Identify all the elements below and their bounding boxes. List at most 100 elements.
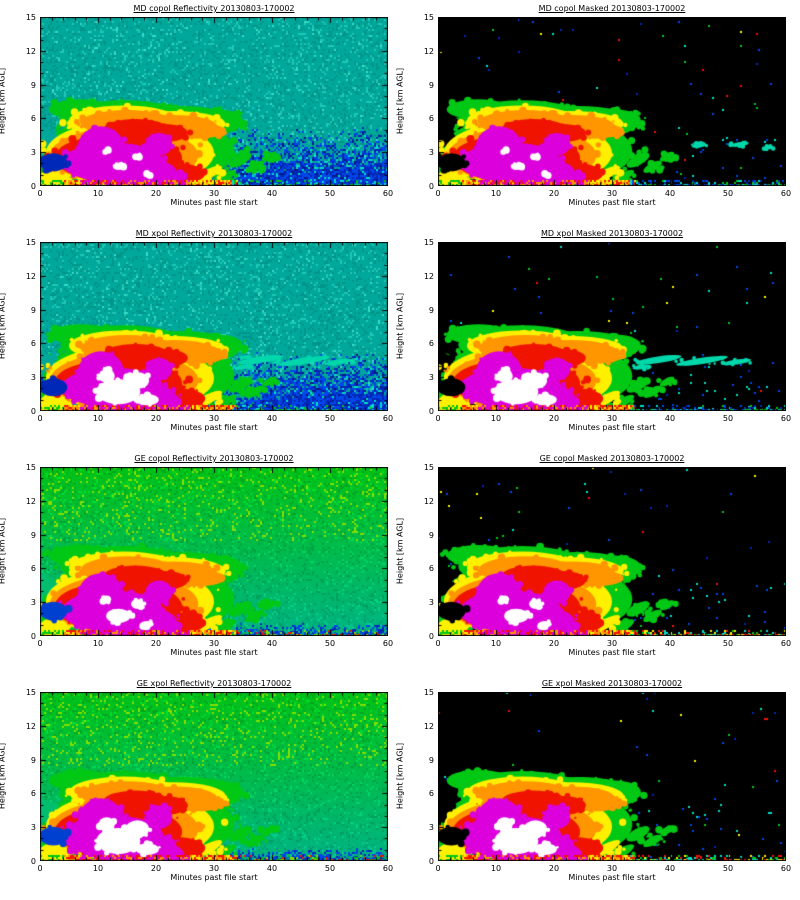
x-tick-label: 0 [37, 864, 43, 873]
x-axis-label: Minutes past file start [170, 198, 258, 207]
x-tick-label: 30 [208, 189, 220, 198]
y-tick-label: 15 [25, 688, 36, 697]
x-tick-label: 60 [382, 414, 394, 423]
y-tick-label: 6 [428, 789, 434, 799]
x-tick-label: 60 [780, 189, 792, 198]
y-axis-label: Height [km AGL] [0, 742, 7, 810]
y-tick-label: 15 [25, 463, 36, 472]
y-tick-label: 0 [30, 632, 36, 641]
x-tick-label: 40 [664, 414, 676, 423]
y-tick-label: 9 [30, 530, 36, 540]
x-tick-label: 0 [37, 639, 43, 648]
x-tick-label: 50 [324, 639, 336, 648]
y-tick-label: 0 [428, 857, 434, 866]
x-tick-label: 30 [606, 864, 618, 873]
y-tick-label: 9 [30, 305, 36, 315]
x-tick-label: 50 [324, 189, 336, 198]
y-tick-label: 0 [428, 632, 434, 641]
panel-title: GE xpol Masked 20130803-170002 [541, 679, 683, 688]
plot-canvas [438, 242, 786, 411]
x-tick-label: 0 [37, 189, 43, 198]
y-tick-label: 12 [423, 721, 434, 731]
panel-title: GE copol Reflectivity 20130803-170002 [134, 454, 294, 463]
panel-ge-copol-masked: GE copol Masked 20130803-170002 Height [… [396, 454, 792, 657]
x-tick-label: 50 [722, 414, 734, 423]
y-tick-label: 6 [428, 339, 434, 349]
y-axis-label: Height [km AGL] [395, 742, 405, 810]
panel-title: MD copol Masked 20130803-170002 [538, 4, 686, 13]
y-axis-label: Height [km AGL] [0, 67, 7, 135]
x-tick-label: 0 [37, 414, 43, 423]
y-tick-label: 3 [428, 148, 434, 158]
y-axis-label: Height [km AGL] [395, 292, 405, 360]
y-tick-label: 6 [428, 114, 434, 124]
x-tick-label: 50 [324, 414, 336, 423]
x-tick-label: 10 [490, 414, 502, 423]
y-axis-label: Height [km AGL] [395, 517, 405, 585]
y-tick-label: 6 [30, 114, 36, 124]
x-axis-label: Minutes past file start [170, 648, 258, 657]
x-tick-label: 40 [266, 864, 278, 873]
x-tick-label: 50 [722, 189, 734, 198]
x-tick-label: 0 [435, 189, 441, 198]
y-tick-label: 6 [428, 564, 434, 574]
x-tick-label: 30 [606, 414, 618, 423]
panel-md-xpol-refl: MD xpol Reflectivity 20130803-170002 Hei… [0, 229, 393, 432]
y-tick-label: 3 [30, 373, 36, 383]
panel-ge-xpol-refl: GE xpol Reflectivity 20130803-170002 Hei… [0, 679, 393, 882]
panel-title: GE xpol Reflectivity 20130803-170002 [136, 679, 292, 688]
plot-canvas [40, 17, 388, 186]
x-tick-label: 60 [780, 414, 792, 423]
x-tick-label: 40 [664, 189, 676, 198]
panel-ge-xpol-masked: GE xpol Masked 20130803-170002 Height [k… [396, 679, 792, 882]
panel-ge-copol-refl: GE copol Reflectivity 20130803-170002 He… [0, 454, 393, 657]
x-tick-label: 40 [266, 414, 278, 423]
y-tick-label: 9 [30, 755, 36, 765]
y-tick-label: 3 [30, 823, 36, 833]
x-tick-label: 30 [606, 189, 618, 198]
plot-canvas [438, 467, 786, 636]
x-tick-label: 20 [150, 189, 162, 198]
x-tick-label: 0 [435, 639, 441, 648]
x-tick-label: 30 [208, 639, 220, 648]
y-tick-label: 15 [423, 463, 434, 472]
x-tick-label: 20 [548, 189, 560, 198]
y-tick-label: 6 [30, 564, 36, 574]
x-tick-label: 20 [150, 639, 162, 648]
x-tick-label: 60 [780, 864, 792, 873]
x-tick-label: 20 [150, 864, 162, 873]
x-tick-label: 30 [606, 639, 618, 648]
x-tick-label: 40 [266, 639, 278, 648]
y-tick-label: 15 [25, 13, 36, 22]
y-tick-label: 9 [30, 80, 36, 90]
x-tick-label: 10 [490, 189, 502, 198]
x-tick-label: 40 [664, 864, 676, 873]
x-tick-label: 40 [266, 189, 278, 198]
x-tick-label: 20 [548, 639, 560, 648]
y-tick-label: 12 [25, 271, 36, 281]
x-tick-label: 60 [382, 189, 394, 198]
y-tick-label: 15 [423, 13, 434, 22]
y-tick-label: 12 [25, 721, 36, 731]
panel-md-copol-masked: MD copol Masked 20130803-170002 Height [… [396, 4, 792, 207]
plot-canvas [40, 467, 388, 636]
y-tick-label: 12 [423, 271, 434, 281]
plot-canvas [438, 692, 786, 861]
y-tick-label: 6 [30, 339, 36, 349]
y-tick-label: 0 [30, 857, 36, 866]
y-tick-label: 3 [428, 823, 434, 833]
panel-title: GE copol Masked 20130803-170002 [539, 454, 685, 463]
x-tick-label: 60 [382, 864, 394, 873]
panel-title: MD copol Reflectivity 20130803-170002 [133, 4, 295, 13]
y-tick-label: 0 [30, 182, 36, 191]
x-tick-label: 10 [92, 189, 104, 198]
y-tick-label: 0 [30, 407, 36, 416]
y-tick-label: 3 [428, 373, 434, 383]
x-tick-label: 60 [780, 639, 792, 648]
y-tick-label: 3 [428, 598, 434, 608]
y-tick-label: 0 [428, 407, 434, 416]
x-tick-label: 50 [324, 864, 336, 873]
x-tick-label: 60 [382, 639, 394, 648]
x-tick-label: 0 [435, 864, 441, 873]
